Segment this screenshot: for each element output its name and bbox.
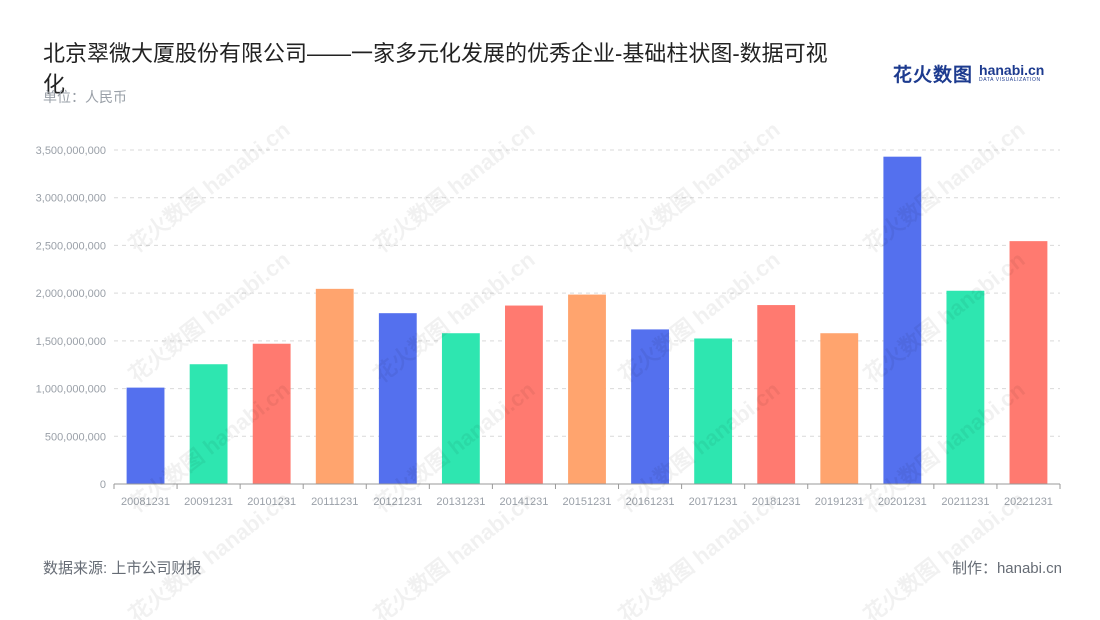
x-tick-label: 20081231 xyxy=(121,496,170,508)
bar xyxy=(820,333,859,484)
y-tick-label: 1,000,000,000 xyxy=(36,384,106,396)
x-tick-label: 20101231 xyxy=(247,496,296,508)
x-tick-label: 20191231 xyxy=(815,496,864,508)
brand-logo: 花火数图 hanabi.cn DATA VISUALIZATION xyxy=(893,60,1044,86)
y-tick-label: 2,000,000,000 xyxy=(36,288,106,300)
maker-credit: 制作：hanabi.cn xyxy=(951,560,1062,577)
bar xyxy=(505,305,543,484)
bar xyxy=(126,387,165,484)
x-tick-label: 20151231 xyxy=(563,496,612,508)
y-tick-label: 0 xyxy=(100,479,106,491)
bar xyxy=(441,333,480,484)
y-tick-label: 1,500,000,000 xyxy=(36,336,106,348)
bar xyxy=(189,364,228,484)
x-tick-label: 20161231 xyxy=(626,496,675,508)
x-tick-label: 20141231 xyxy=(499,496,548,508)
unit-label: 单位：人民币 xyxy=(43,89,127,105)
y-tick-label: 500,000,000 xyxy=(45,431,106,443)
bar xyxy=(694,338,733,484)
bar xyxy=(883,156,922,484)
logo-en-group: hanabi.cn DATA VISUALIZATION xyxy=(979,63,1044,83)
x-tick-marks xyxy=(113,484,1061,489)
bar xyxy=(378,313,417,484)
data-source: 数据来源: 上市公司财报 xyxy=(43,560,202,577)
x-tick-labels: 20081231 20091231 20101231 20111231 20121231… xyxy=(121,496,1053,508)
bar xyxy=(568,294,606,484)
x-tick-label: 20131231 xyxy=(436,496,485,508)
x-tick-label: 20171231 xyxy=(689,496,738,508)
bar xyxy=(252,343,291,484)
logo-sub-text: DATA VISUALIZATION xyxy=(979,77,1041,83)
bar xyxy=(757,305,796,484)
x-tick-label: 20181231 xyxy=(752,496,801,508)
x-tick-label: 20221231 xyxy=(1004,496,1053,508)
x-tick-label: 20211231 xyxy=(941,496,989,508)
logo-en-text: hanabi.cn xyxy=(979,62,1045,78)
y-tick-label: 3,500,000,000 xyxy=(36,145,106,157)
bar xyxy=(1009,241,1048,484)
y-tick-labels: 0 500,000,000 1,000,000,000 1,500,000,000 2,… xyxy=(36,145,106,491)
bar xyxy=(946,290,985,484)
logo-cn-text: 花火数图 xyxy=(893,64,974,86)
x-tick-label: 20201231 xyxy=(878,496,927,508)
x-tick-label: 20111231 xyxy=(311,496,358,508)
chart-title: 北京翠微大厦股份有限公司——一家多元化发展的优秀企业-基础柱状图-数据可视化 xyxy=(43,41,828,97)
x-tick-label: 20091231 xyxy=(184,496,233,508)
x-tick-label: 20121231 xyxy=(373,496,422,508)
bar xyxy=(315,288,354,484)
y-tick-label: 3,000,000,000 xyxy=(36,193,106,205)
y-tick-label: 2,500,000,000 xyxy=(36,240,106,252)
bars xyxy=(126,156,1048,484)
bar xyxy=(631,329,669,484)
